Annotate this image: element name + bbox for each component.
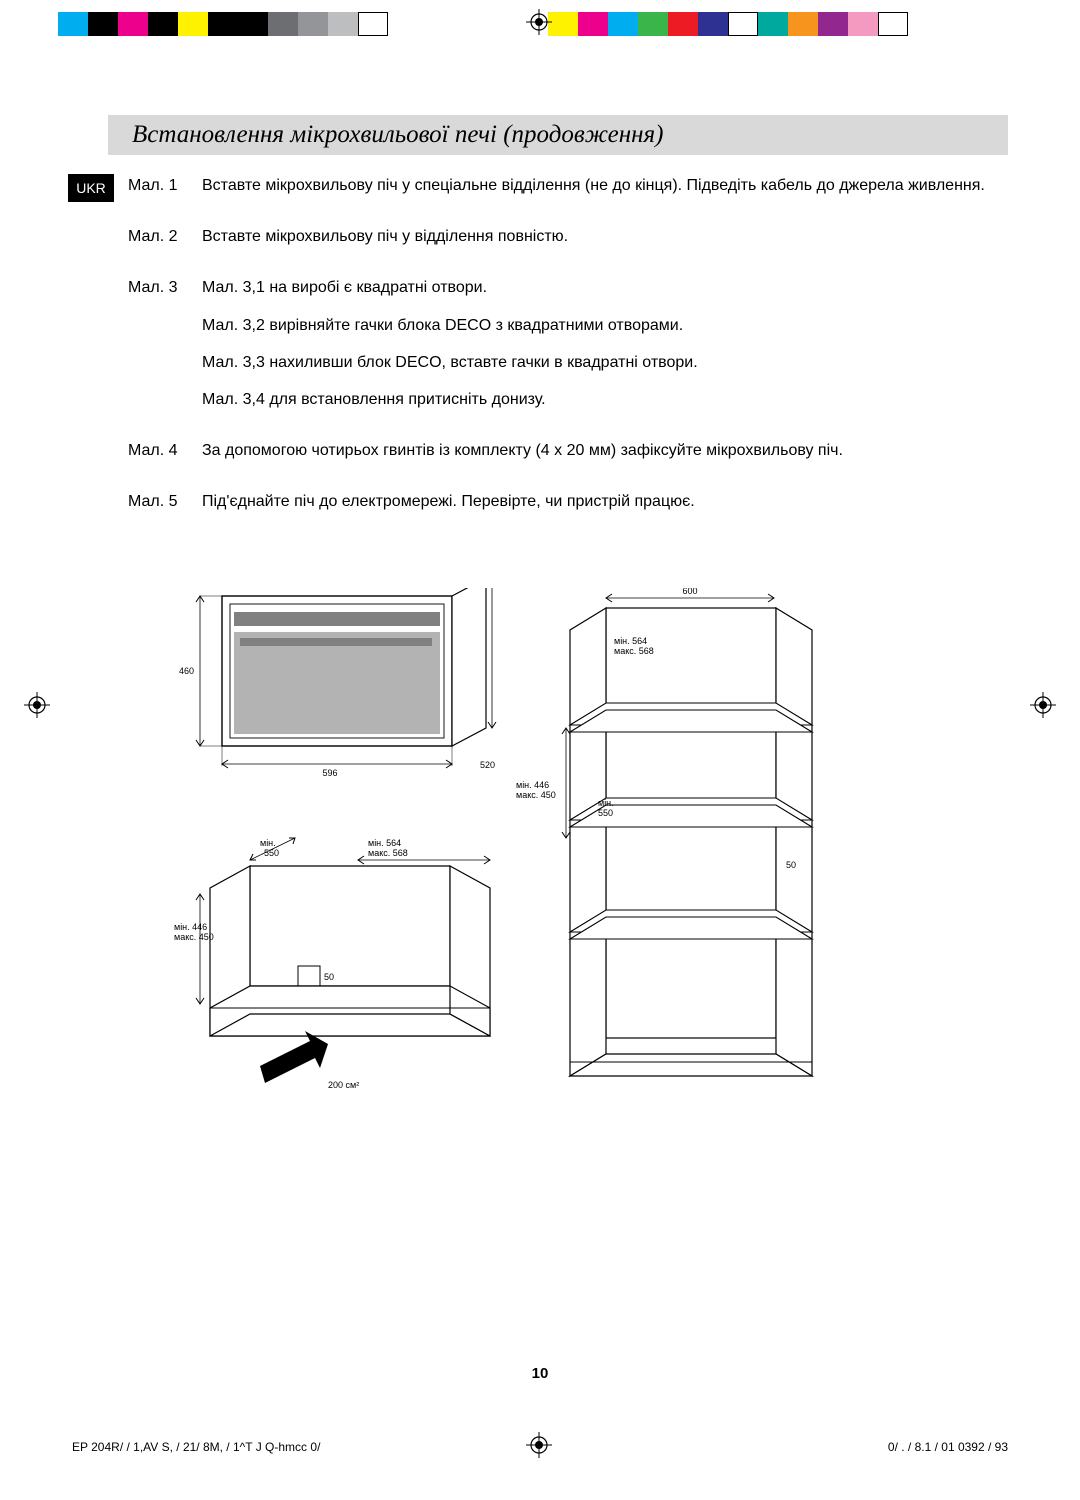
dim-counter-h1: мін. 564 — [368, 838, 401, 848]
dim-counter-gapmax: макс. 450 — [174, 932, 214, 942]
dim-cab-openmin: мін. 446 — [516, 780, 549, 790]
step-text: Мал. 3,1 на виробі є квадратні отвори. — [202, 276, 990, 299]
color-swatch — [758, 12, 788, 36]
step-body: Вставте мікрохвильову піч у спеціальне в… — [202, 174, 990, 211]
section-heading: Встановлення мікрохвильової печі (продов… — [108, 115, 1008, 155]
step-text: Вставте мікрохвильову піч у спеціальне в… — [202, 174, 990, 197]
color-swatch — [788, 12, 818, 36]
dim-oven-w: 596 — [322, 768, 337, 778]
color-swatch — [178, 12, 208, 36]
page-number-value: 10 — [532, 1365, 549, 1382]
step-body: Під'єднайте піч до електромережі. Переві… — [202, 490, 990, 527]
step-text: Вставте мікрохвильову піч у відділення п… — [202, 225, 990, 248]
color-swatch — [878, 12, 908, 36]
color-swatch — [638, 12, 668, 36]
color-swatch — [848, 12, 878, 36]
color-swatch — [268, 12, 298, 36]
color-swatch — [208, 12, 238, 36]
step-label: Мал. 4 — [128, 439, 202, 476]
step-row: Мал. 2Вставте мікрохвильову піч у відділ… — [128, 225, 990, 262]
dim-cab-back: 50 — [786, 860, 796, 870]
step-text: Мал. 3,2 вирівняйте гачки блока DECO з к… — [202, 314, 990, 337]
step-text: Мал. 3,3 нахиливши блок DECO, вставте га… — [202, 351, 990, 374]
step-row: Мал. 1Вставте мікрохвильову піч у спеціа… — [128, 174, 990, 211]
footer: EP 204R/ / 1,AV S, / 21/ 8M, / 1^T J Q-h… — [72, 1440, 1008, 1454]
step-label: Мал. 1 — [128, 174, 202, 211]
footer-left: EP 204R/ / 1,AV S, / 21/ 8M, / 1^T J Q-h… — [72, 1440, 320, 1454]
color-swatch — [88, 12, 118, 36]
footer-right: 0/ . / 8.1 / 01 0392 / 93 — [888, 1440, 1008, 1454]
color-swatch — [728, 12, 758, 36]
dim-oven-d: 520 — [480, 760, 495, 770]
heading-text: Встановлення мікрохвильової печі (продов… — [132, 121, 663, 149]
step-row: Мал. 5Під'єднайте піч до електромережі. … — [128, 490, 990, 527]
color-swatch — [608, 12, 638, 36]
step-body: Вставте мікрохвильову піч у відділення п… — [202, 225, 990, 262]
dim-counter-h2: макс. 568 — [368, 848, 408, 858]
step-label: Мал. 2 — [128, 225, 202, 262]
step-row: Мал. 3Мал. 3,1 на виробі є квадратні отв… — [128, 276, 990, 425]
dim-cab-depth2: 550 — [598, 808, 613, 818]
color-swatch — [328, 12, 358, 36]
step-text: Під'єднайте піч до електромережі. Переві… — [202, 490, 990, 513]
step-body: Мал. 3,1 на виробі є квадратні отвори. Ма… — [202, 276, 990, 425]
dim-cab-shelfh1: мін. 564 — [614, 636, 647, 646]
dim-counter-inset: 50 — [324, 972, 334, 982]
color-swatch — [298, 12, 328, 36]
color-swatch — [388, 12, 548, 36]
registration-mark-right — [1030, 692, 1056, 718]
dim-oven-h: 460 — [179, 666, 194, 676]
color-swatch — [358, 12, 388, 36]
color-swatch — [238, 12, 268, 36]
color-swatch — [818, 12, 848, 36]
color-swatch — [668, 12, 698, 36]
color-swatch — [58, 12, 88, 36]
dim-cab-w: 600 — [682, 588, 697, 596]
language-badge: UKR — [68, 174, 114, 202]
language-code: UKR — [76, 180, 106, 196]
dim-cab-shelfh2: макс. 568 — [614, 646, 654, 656]
step-row: Мал. 4За допомогою чотирьох гвинтів із к… — [128, 439, 990, 476]
step-label: Мал. 3 — [128, 276, 202, 425]
color-swatch — [548, 12, 578, 36]
step-text: За допомогою чотирьох гвинтів із комплек… — [202, 439, 990, 462]
registration-mark-top — [526, 9, 552, 35]
step-body: За допомогою чотирьох гвинтів із комплек… — [202, 439, 990, 476]
instruction-steps: Мал. 1Вставте мікрохвильову піч у спеціа… — [128, 174, 990, 542]
dimension-figures: 460 596 — [170, 588, 910, 1098]
registration-mark-left — [24, 692, 50, 718]
color-swatch — [118, 12, 148, 36]
dim-counter-gapmin: мін. 446 — [174, 922, 207, 932]
dim-counter-depth-min: мін. — [260, 838, 276, 848]
step-label: Мал. 5 — [128, 490, 202, 527]
page-number: 10 — [0, 1365, 1080, 1382]
color-swatch — [698, 12, 728, 36]
color-swatch — [578, 12, 608, 36]
color-swatch — [148, 12, 178, 36]
step-text: Мал. 3,4 для встановлення притисніть дон… — [202, 388, 990, 411]
dim-counter-vent: 200 см² — [328, 1080, 359, 1090]
page: Встановлення мікрохвильової печі (продов… — [0, 0, 1080, 1500]
dim-cab-depth1: мін. — [598, 798, 614, 808]
dim-cab-openmax: макс. 450 — [516, 790, 556, 800]
